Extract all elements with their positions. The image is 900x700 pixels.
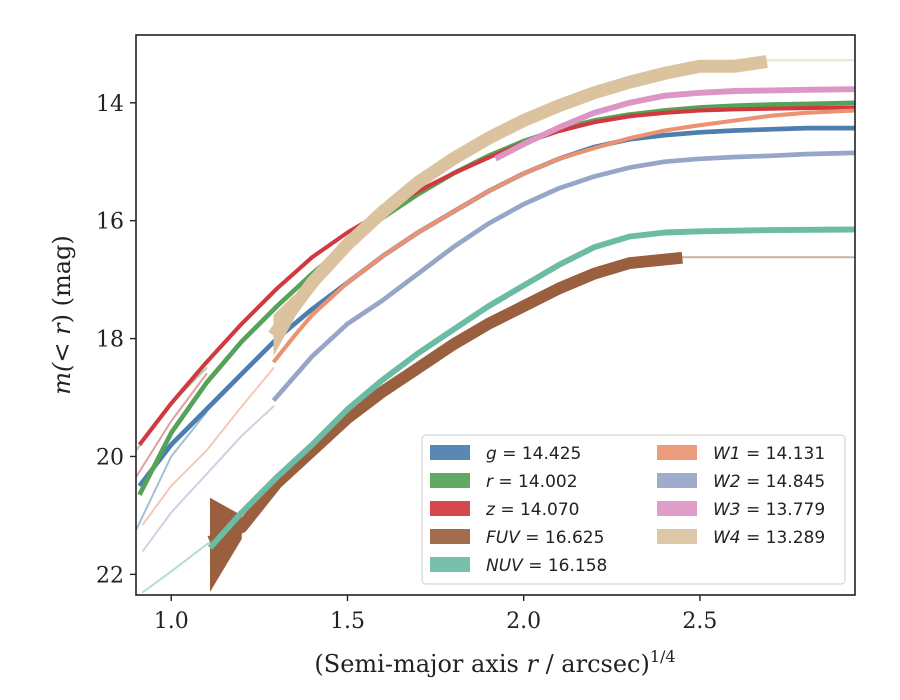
x-axis-label-variable: r (526, 650, 539, 678)
y-axis-label-variable: r (48, 322, 76, 335)
y-axis-label-prefix: m(< (48, 335, 76, 395)
legend-swatch (657, 445, 697, 460)
series-w4 (268, 55, 855, 357)
series-nuv (142, 226, 855, 594)
series-w4-profile (268, 55, 768, 340)
y-tick-label: 16 (96, 210, 124, 235)
legend-label: W2 = 14.845 (713, 472, 825, 492)
series-w2-profile (271, 150, 855, 403)
y-tick-label: 22 (96, 563, 124, 588)
legend-label: NUV = 16.158 (486, 556, 607, 576)
legend-swatch (430, 501, 470, 516)
x-tick-label: 1.0 (154, 609, 189, 634)
plot-frame (135, 34, 856, 596)
legend: g = 14.425 r = 14.002 z = 14.070 FUV = 16.6… (421, 434, 846, 585)
legend-item-w2: W2 = 14.845 (657, 472, 825, 492)
legend-swatch (430, 473, 470, 488)
x-axis-label: (Semi-major axis r / arcsec)1/4 (314, 647, 675, 678)
legend-item-z: z = 14.070 (430, 500, 579, 520)
legend-swatch (657, 501, 697, 516)
series-fuv-profile (207, 251, 683, 548)
legend-label: g = 14.425 (486, 444, 581, 464)
y-tick-label: 18 (96, 328, 124, 353)
legend-swatch (657, 529, 697, 544)
legend-swatch (430, 557, 470, 572)
legend-item-w4: W4 = 13.289 (657, 528, 825, 548)
x-axis-label-exponent: 1/4 (650, 647, 676, 666)
y-tick-label: 14 (96, 92, 124, 117)
legend-label: W4 = 13.289 (713, 528, 825, 548)
legend-label: FUV = 16.625 (486, 528, 604, 548)
series-w3 (494, 86, 855, 162)
legend-swatch (430, 445, 470, 460)
y-axis-label-suffix: ) (mag) (48, 235, 76, 323)
legend-label: r = 14.002 (486, 472, 578, 492)
series-g-extrapolated (136, 411, 208, 532)
legend-item-r: r = 14.002 (430, 472, 578, 492)
series-z-extrapolated (136, 372, 208, 479)
legend-item-g: g = 14.425 (430, 444, 581, 464)
legend-label: W1 = 14.131 (713, 444, 825, 464)
ticks-layer: 1.0 1.5 2.0 2.5 14 16 18 20 22 (96, 92, 717, 634)
x-tick-label: 2.0 (506, 609, 541, 634)
series-nuv-profile (207, 226, 855, 550)
x-axis-label-prefix: (Semi-major axis (314, 650, 526, 678)
series-w1-extrapolated (142, 367, 275, 526)
legend-label: z = 14.070 (485, 500, 579, 520)
y-tick-label: 20 (96, 445, 124, 470)
legend-label: W3 = 13.779 (713, 500, 825, 520)
legend-item-fuv: FUV = 16.625 (430, 528, 604, 548)
x-axis-label-suffix: / arcsec) (538, 650, 650, 678)
series-w1-profile (271, 108, 855, 364)
legend-frame (421, 434, 846, 585)
series-layer (136, 55, 855, 594)
legend-items: g = 14.425 r = 14.002 z = 14.070 FUV = 16.6… (430, 444, 825, 576)
legend-item-nuv: NUV = 16.158 (430, 556, 607, 576)
series-w3-profile (494, 86, 855, 162)
series-w1 (142, 108, 855, 526)
y-axis-label: m(< r) (mag) (48, 235, 76, 395)
x-tick-label: 2.5 (682, 609, 717, 634)
series-z (136, 105, 855, 479)
series-w2 (142, 150, 855, 552)
legend-swatch (657, 473, 697, 488)
legend-swatch (430, 529, 470, 544)
x-tick-label: 1.5 (330, 609, 365, 634)
series-nuv-extrapolated (142, 540, 211, 594)
series-w2-extrapolated (142, 405, 275, 552)
legend-item-w1: W1 = 14.131 (657, 444, 825, 464)
legend-item-w3: W3 = 13.779 (657, 500, 825, 520)
series-z-profile (137, 105, 855, 446)
